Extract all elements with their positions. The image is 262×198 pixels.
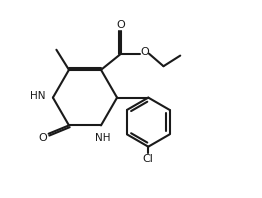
Text: NH: NH — [95, 133, 110, 143]
Text: Cl: Cl — [143, 154, 154, 164]
Text: HN: HN — [30, 91, 46, 101]
Text: O: O — [140, 47, 149, 57]
Text: O: O — [116, 20, 125, 30]
Text: O: O — [39, 133, 47, 144]
